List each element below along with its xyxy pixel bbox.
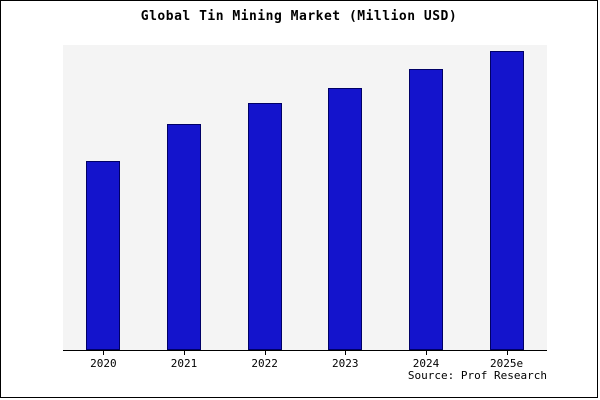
x-axis-label: 2020 [81, 351, 125, 370]
x-axis-label: 2024 [404, 351, 448, 370]
bar [247, 102, 282, 350]
plot-area [63, 45, 547, 351]
bar [489, 51, 524, 350]
bar [408, 69, 443, 350]
bar [328, 87, 363, 350]
bar [86, 160, 121, 350]
x-axis-label: 2022 [243, 351, 287, 370]
x-axis-label: 2023 [323, 351, 367, 370]
chart-title: Global Tin Mining Market (Million USD) [140, 9, 458, 24]
source-text: Source: Prof Research [407, 369, 547, 382]
x-axis-label: 2025e [485, 351, 529, 370]
x-axis-label: 2021 [162, 351, 206, 370]
x-axis-labels: 2020 2021 2022 2023 2024 2025e [63, 351, 547, 370]
bars-container [63, 45, 547, 350]
bar [166, 124, 201, 350]
